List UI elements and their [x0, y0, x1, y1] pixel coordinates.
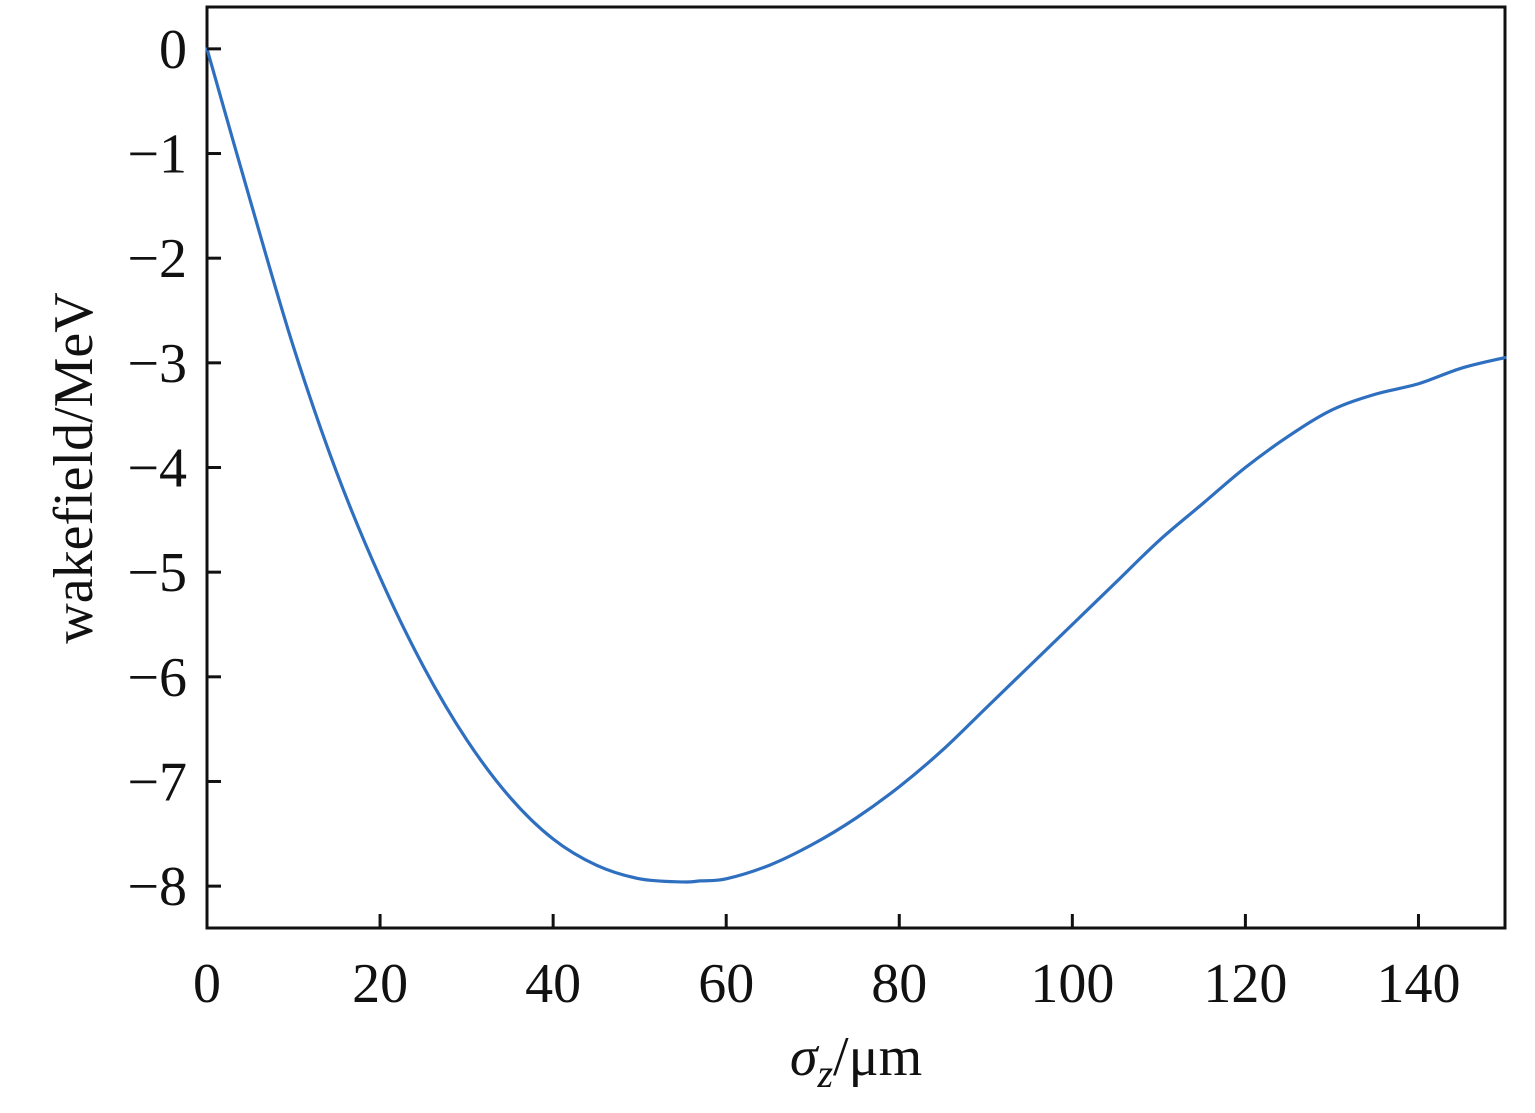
y-tick-label: −5	[127, 542, 187, 604]
y-tick-label: −1	[127, 124, 187, 186]
plot-frame	[205, 5, 1507, 930]
y-tick-label: −6	[127, 647, 187, 709]
y-tick-label: −2	[127, 228, 187, 290]
x-axis-title-subscript: z	[816, 1051, 833, 1096]
y-tick-label: −7	[127, 751, 187, 813]
y-tick-label: 0	[159, 19, 187, 81]
y-tick-label: −8	[127, 856, 187, 918]
x-tick-label: 140	[1376, 953, 1460, 1015]
x-tick-label: 0	[193, 953, 221, 1015]
x-axis-title-unit: /μm	[833, 1026, 922, 1088]
x-tick-label: 60	[698, 953, 754, 1015]
x-tick-label: 120	[1203, 953, 1287, 1015]
x-tick-label: 40	[525, 953, 581, 1015]
x-axis-title: σz/μm	[790, 1026, 922, 1096]
x-axis-title-symbol: σ	[790, 1026, 820, 1088]
plot-area	[205, 5, 1507, 930]
x-tick-label: 100	[1030, 953, 1114, 1015]
y-axis: 0 −1 −2 −3 −4 −5 −6 −7 −8	[127, 19, 221, 918]
y-tick-label: −3	[127, 333, 187, 395]
series-line	[205, 47, 1507, 884]
x-tick-label: 80	[871, 953, 927, 1015]
y-tick-label: −4	[127, 438, 187, 500]
x-tick-label: 20	[352, 953, 408, 1015]
y-axis-title: wakefield/MeV	[43, 292, 105, 643]
x-axis: 0 20 40 60 80 100 120 140	[193, 914, 1460, 1015]
series-layer	[205, 47, 1507, 884]
